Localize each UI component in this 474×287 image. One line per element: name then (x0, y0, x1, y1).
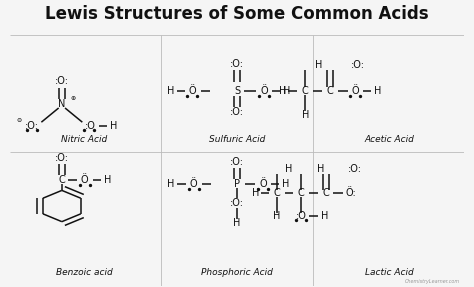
Text: Lewis Structures of Some Common Acids: Lewis Structures of Some Common Acids (45, 5, 429, 23)
Text: Ö: Ö (190, 179, 198, 189)
Text: H: H (104, 175, 111, 185)
Text: :O:: :O: (55, 153, 69, 163)
Text: H: H (279, 86, 286, 96)
Text: H: H (273, 211, 281, 221)
Text: H: H (321, 211, 328, 221)
Text: Benzoic acid: Benzoic acid (56, 268, 113, 277)
Text: :O:: :O: (55, 76, 69, 86)
Text: N: N (58, 99, 65, 109)
Text: Nitric Acid: Nitric Acid (62, 135, 108, 144)
Text: Sulfuric Acid: Sulfuric Acid (209, 135, 265, 144)
Text: C: C (327, 86, 334, 96)
Text: P: P (234, 179, 240, 189)
Text: H: H (318, 164, 325, 174)
Text: Ö: Ö (352, 86, 359, 96)
Text: :O:: :O: (230, 107, 244, 117)
Text: H: H (233, 218, 241, 228)
Text: H: H (374, 86, 382, 96)
Text: :O:: :O: (348, 164, 362, 174)
Text: :O:: :O: (351, 60, 365, 70)
Text: ⊕: ⊕ (71, 96, 76, 101)
Text: :O:: :O: (25, 121, 39, 131)
Text: C: C (302, 86, 309, 96)
Text: H: H (167, 179, 175, 189)
Text: H: H (283, 179, 290, 189)
Text: Ö: Ö (189, 86, 196, 96)
Text: ChemistryLearner.com: ChemistryLearner.com (405, 279, 460, 284)
Text: H: H (252, 188, 259, 198)
Text: ⊖: ⊖ (16, 118, 21, 123)
Text: H: H (285, 164, 292, 174)
Text: Lactic Acid: Lactic Acid (365, 268, 414, 277)
Text: H: H (301, 110, 309, 120)
Text: C: C (58, 175, 65, 185)
Text: Ö: Ö (260, 179, 267, 189)
Text: :O: :O (296, 211, 307, 221)
Text: H: H (167, 86, 175, 96)
Text: C: C (322, 188, 329, 198)
Text: Ö:: Ö: (346, 188, 356, 198)
Text: Ö: Ö (261, 86, 268, 96)
Text: Phosphoric Acid: Phosphoric Acid (201, 268, 273, 277)
Text: :O:: :O: (230, 157, 244, 167)
Text: :O:: :O: (230, 59, 244, 69)
Text: H: H (109, 121, 117, 131)
Text: Ö: Ö (81, 175, 89, 185)
Text: S: S (234, 86, 240, 96)
Text: :O: :O (85, 121, 96, 131)
Text: H: H (315, 60, 323, 70)
Text: C: C (298, 188, 304, 198)
Text: Acetic Acid: Acetic Acid (365, 135, 414, 144)
Text: C: C (273, 188, 281, 198)
Text: :O:: :O: (230, 198, 244, 208)
Text: H: H (283, 86, 291, 96)
